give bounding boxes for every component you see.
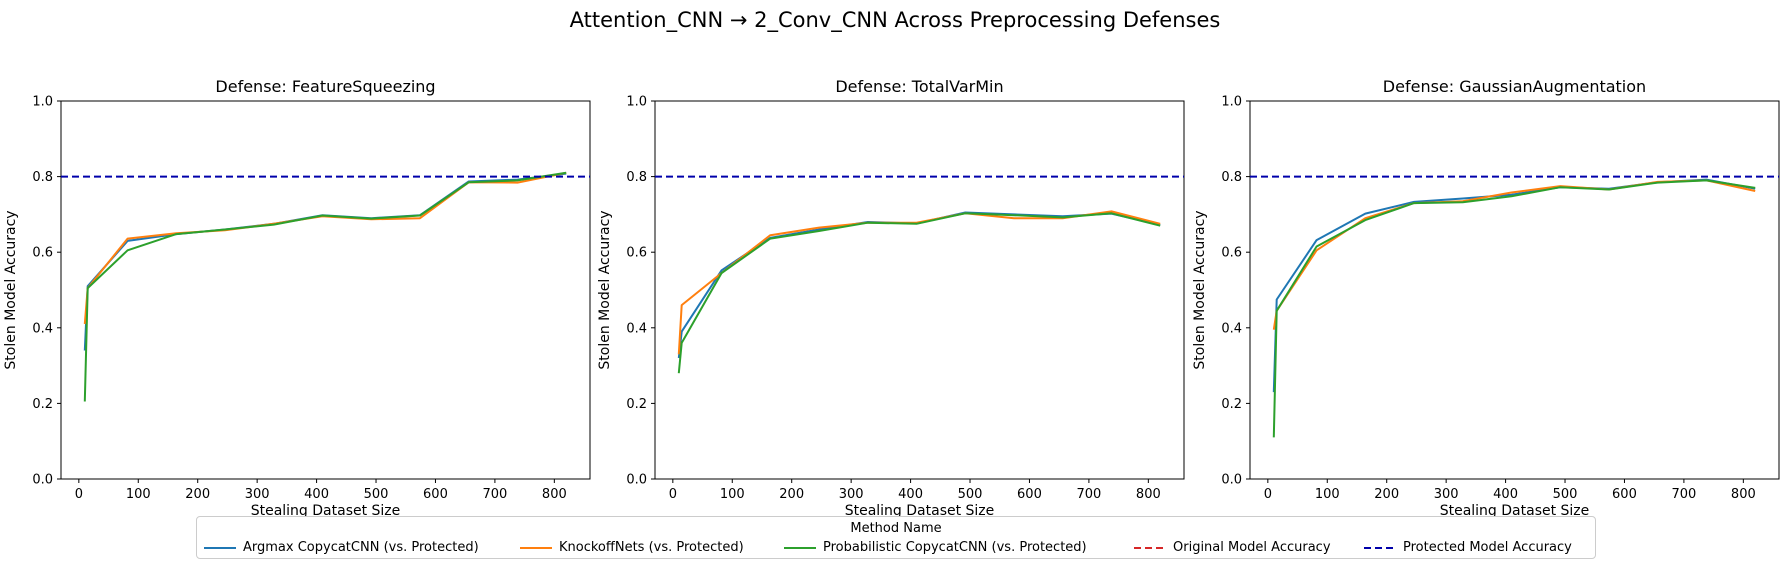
subplot-1: Defense: FeatureSqueezing 0.0 0.2 0.4 0.6 0.8… — [3, 77, 591, 519]
subplots: Defense: FeatureSqueezing 0.0 0.2 0.4 0.6 0.8… — [3, 77, 1780, 519]
x-tick-label: 400 — [1493, 487, 1518, 502]
series-line-probabilistic-copycatcnn-vs-protected — [83, 171, 567, 402]
series-line-argmax-copycatcnn-vs-protected — [83, 172, 567, 351]
x-tick-label: 400 — [898, 487, 923, 502]
x-tick-label: 200 — [185, 487, 210, 502]
x-tick-label: 800 — [542, 487, 567, 502]
legend-swatch-original-model-accuracy — [1134, 547, 1166, 549]
series-line-knockoffnets-vs-protected — [1272, 179, 1756, 330]
axes-frame — [60, 100, 591, 480]
y-tick-label: 0.2 — [1221, 397, 1242, 412]
y-axis-label: Stolen Model Accuracy — [1192, 210, 1208, 369]
x-tick-label: 300 — [245, 487, 270, 502]
y-tick-label: 1.0 — [1221, 95, 1242, 110]
series-line-probabilistic-copycatcnn-vs-protected — [677, 212, 1161, 374]
subplot-title: Defense: TotalVarMin — [835, 77, 1003, 96]
legend-label-probabilistic-copycatcnn: Probabilistic CopycatCNN (vs. Protected) — [823, 540, 1087, 555]
y-axis-label: Stolen Model Accuracy — [597, 210, 613, 369]
x-tick-label: 700 — [1671, 487, 1696, 502]
x-tick-label: 0 — [75, 487, 83, 502]
y-tick-label: 0.2 — [626, 397, 647, 412]
y-tick-label: 0.4 — [1221, 321, 1242, 336]
subplot-title: Defense: GaussianAugmentation — [1383, 77, 1646, 96]
y-tick-label: 0.0 — [1221, 473, 1242, 488]
legend-swatch-knockoffnets — [520, 547, 552, 549]
x-tick-label: 300 — [1434, 487, 1459, 502]
x-axis-label: Stealing Dataset Size — [1440, 503, 1590, 519]
axes-frame — [654, 100, 1185, 480]
legend-swatch-protected-model-accuracy — [1364, 547, 1396, 549]
legend-swatch-argmax-copycatcnn — [204, 547, 236, 549]
x-axis-label: Stealing Dataset Size — [251, 503, 401, 519]
y-tick-label: 0.0 — [626, 473, 647, 488]
x-tick-label: 400 — [304, 487, 329, 502]
x-tick-label: 200 — [1374, 487, 1399, 502]
axes-frame — [1249, 100, 1780, 480]
y-tick-label: 0.2 — [32, 397, 53, 412]
y-tick-label: 0.6 — [626, 246, 647, 261]
y-tick-label: 0.8 — [626, 170, 647, 185]
x-tick-label: 300 — [839, 487, 864, 502]
legend-label-argmax-copycatcnn: Argmax CopycatCNN (vs. Protected) — [243, 540, 479, 555]
series-line-knockoffnets-vs-protected — [83, 171, 567, 325]
y-tick-label: 1.0 — [32, 95, 53, 110]
series-line-probabilistic-copycatcnn-vs-protected — [1272, 179, 1756, 438]
y-tick-label: 0.0 — [32, 473, 53, 488]
series-line-knockoffnets-vs-protected — [677, 210, 1161, 355]
x-tick-label: 500 — [958, 487, 983, 502]
figure-title: Attention_CNN → 2_Conv_CNN Across Prepro… — [570, 8, 1221, 33]
x-tick-label: 600 — [1612, 487, 1637, 502]
legend-title: Method Name — [850, 521, 942, 536]
x-tick-label: 100 — [720, 487, 745, 502]
series-line-argmax-copycatcnn-vs-protected — [677, 211, 1161, 359]
legend-label-knockoffnets: KnockoffNets (vs. Protected) — [559, 540, 744, 555]
x-tick-label: 600 — [423, 487, 448, 502]
y-tick-label: 0.6 — [1221, 246, 1242, 261]
x-tick-label: 100 — [126, 487, 151, 502]
x-tick-label: 500 — [1553, 487, 1578, 502]
y-axis-label: Stolen Model Accuracy — [3, 210, 19, 369]
x-tick-label: 800 — [1136, 487, 1161, 502]
subplot-3: Defense: GaussianAugmentation 0.0 0.2 0.4 0.… — [1192, 77, 1780, 519]
legend-swatch-probabilistic-copycatcnn — [784, 547, 816, 549]
y-tick-label: 0.4 — [626, 321, 647, 336]
legend-label-original-model-accuracy: Original Model Accuracy — [1173, 540, 1331, 555]
x-tick-label: 0 — [1264, 487, 1272, 502]
x-tick-label: 700 — [1076, 487, 1101, 502]
subplot-2: Defense: TotalVarMin 0.0 0.2 0.4 0.6 0.8 1.0 0 1… — [597, 77, 1185, 519]
y-tick-label: 0.8 — [32, 170, 53, 185]
x-tick-label: 0 — [669, 487, 677, 502]
x-tick-label: 600 — [1017, 487, 1042, 502]
y-tick-label: 0.6 — [32, 246, 53, 261]
x-tick-label: 700 — [482, 487, 507, 502]
series-line-argmax-copycatcnn-vs-protected — [1272, 178, 1756, 393]
x-axis-label: Stealing Dataset Size — [845, 503, 995, 519]
legend: Method Name Argmax CopycatCNN (vs. Prote… — [196, 516, 1596, 559]
x-tick-label: 100 — [1315, 487, 1340, 502]
y-tick-label: 0.4 — [32, 321, 53, 336]
y-tick-label: 0.8 — [1221, 170, 1242, 185]
subplot-title: Defense: FeatureSqueezing — [215, 77, 435, 96]
y-tick-label: 1.0 — [626, 95, 647, 110]
x-tick-label: 800 — [1731, 487, 1756, 502]
x-tick-label: 200 — [779, 487, 804, 502]
x-tick-label: 500 — [364, 487, 389, 502]
legend-label-protected-model-accuracy: Protected Model Accuracy — [1403, 540, 1572, 555]
